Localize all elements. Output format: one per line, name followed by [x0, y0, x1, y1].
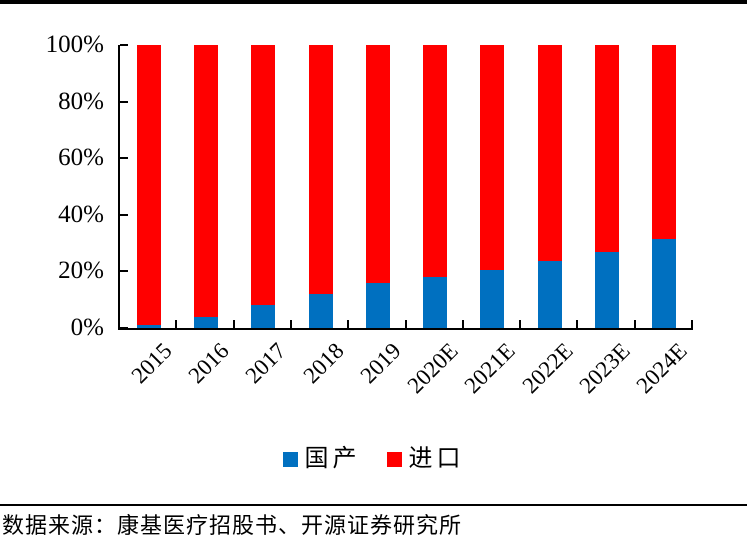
bar-2024E — [652, 45, 677, 328]
x-tick-mark — [289, 320, 292, 328]
segment-domestic — [365, 282, 390, 328]
y-tick-label: 100% — [45, 31, 104, 58]
segment-domestic — [136, 325, 161, 328]
y-tick-mark — [120, 327, 128, 329]
y-tick-label: 80% — [58, 87, 104, 115]
y-tick-label: 0% — [70, 314, 104, 341]
x-tick-mark — [691, 320, 693, 328]
x-tick-mark — [347, 320, 350, 328]
y-tick-label: 60% — [58, 144, 104, 172]
chart-legend: 国产 进口 — [0, 447, 747, 471]
top-rule — [0, 0, 747, 4]
bar-2016 — [193, 45, 218, 328]
legend-item: 国产 — [282, 446, 361, 472]
segment-domestic — [251, 305, 276, 328]
x-tick-mark — [633, 320, 636, 328]
bottom-rule — [0, 504, 747, 506]
x-tick-mark — [175, 320, 178, 328]
segment-import — [537, 45, 562, 262]
y-tick-mark — [120, 157, 128, 160]
segment-import — [251, 45, 276, 306]
bar-2019 — [365, 45, 390, 328]
segment-import — [136, 45, 161, 326]
stacked-bar-chart: 0% 20% 40% 60% 80% 100% 2015 2016 2017 2018 2019 2… — [0, 31, 747, 471]
y-tick-mark — [120, 100, 128, 103]
x-tick-mark — [232, 320, 235, 328]
legend-swatch-icon — [282, 451, 298, 467]
source-note: 数据来源：康基医疗招股书、开源证券研究所 — [2, 513, 463, 538]
bar-2022E — [537, 45, 562, 328]
segment-import — [595, 45, 620, 252]
segment-import — [652, 45, 677, 239]
y-tick-label: 40% — [58, 200, 104, 228]
segment-import — [480, 45, 505, 270]
bar-2015 — [136, 45, 161, 328]
x-tick-mark — [576, 320, 579, 328]
segment-domestic — [308, 294, 333, 328]
bar-2018 — [308, 45, 333, 328]
segment-domestic — [537, 261, 562, 328]
bar-2020E — [423, 45, 448, 328]
segment-domestic — [652, 238, 677, 328]
segment-domestic — [595, 251, 620, 328]
plot-area — [118, 44, 693, 330]
legend-item: 进口 — [386, 446, 465, 472]
y-tick-mark — [120, 44, 128, 46]
legend-label: 国产 — [304, 446, 361, 472]
y-tick-mark — [120, 213, 128, 216]
y-tick-label: 20% — [58, 257, 104, 285]
bar-2021E — [480, 45, 505, 328]
segment-domestic — [423, 277, 448, 328]
segment-domestic — [193, 316, 218, 328]
x-tick-mark — [461, 320, 464, 328]
x-tick-mark — [404, 320, 407, 328]
bar-2017 — [251, 45, 276, 328]
legend-label: 进口 — [408, 446, 465, 472]
y-tick-mark — [120, 270, 128, 273]
segment-domestic — [480, 269, 505, 328]
bar-2023E — [595, 45, 620, 328]
segment-import — [308, 45, 333, 295]
segment-import — [423, 45, 448, 278]
x-tick-mark — [519, 320, 522, 328]
segment-import — [193, 45, 218, 317]
legend-swatch-icon — [386, 451, 402, 467]
segment-import — [365, 45, 390, 283]
